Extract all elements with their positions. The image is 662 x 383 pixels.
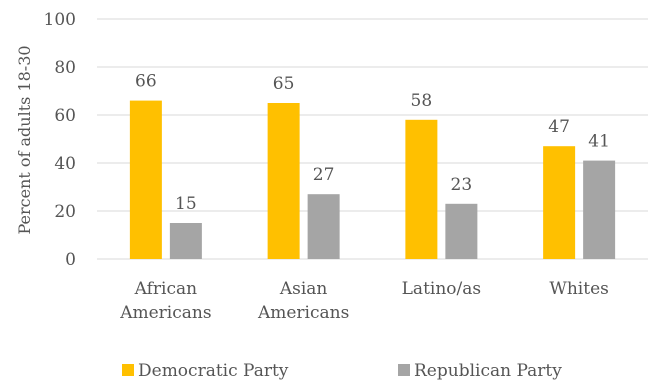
category-label: African [134, 279, 197, 299]
bar [543, 146, 576, 259]
category-label: Asian [279, 279, 328, 299]
category-label: Americans [119, 303, 211, 323]
legend-swatch [122, 364, 134, 376]
y-axis-ticks: 0 20 40 60 80 100 [44, 10, 76, 270]
y-tick-label: 20 [54, 202, 76, 222]
category-label: Latino/as [402, 279, 481, 299]
bar [169, 223, 202, 259]
bar [445, 203, 478, 259]
data-label: 15 [175, 194, 197, 214]
y-tick-label: 100 [44, 10, 76, 30]
data-labels: 66 15 65 27 58 23 47 41 [135, 72, 610, 214]
y-tick-label: 80 [54, 58, 76, 78]
bar [129, 100, 162, 259]
y-tick-label: 60 [54, 106, 76, 126]
data-label: 47 [548, 117, 570, 137]
category-labels: African Americans Asian Americans Latino/as W… [119, 279, 609, 323]
data-label: 66 [135, 72, 157, 92]
data-label: 58 [411, 91, 433, 111]
legend-swatch [398, 364, 410, 376]
legend-label: Republican Party [414, 361, 562, 381]
category-label: Americans [257, 303, 349, 323]
bar [405, 119, 438, 259]
data-label: 65 [273, 74, 295, 94]
data-label: 27 [313, 165, 335, 185]
y-axis-title: Percent of adults 18-30 [15, 45, 34, 234]
bar [267, 103, 300, 259]
bar [583, 160, 616, 259]
bar [307, 194, 340, 259]
category-label: Whites [549, 279, 608, 299]
bars [129, 100, 616, 259]
data-label: 41 [588, 132, 610, 152]
data-label: 23 [451, 175, 473, 195]
y-tick-label: 40 [54, 154, 76, 174]
y-tick-label: 0 [65, 250, 76, 270]
legend-label: Democratic Party [138, 361, 289, 381]
legend: Democratic Party Republican Party [122, 361, 562, 381]
